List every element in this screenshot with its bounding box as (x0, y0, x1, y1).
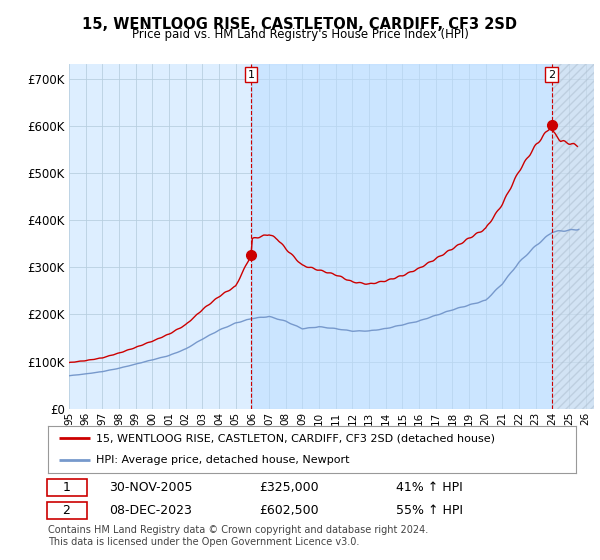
Text: 2: 2 (62, 504, 70, 517)
FancyBboxPatch shape (47, 479, 86, 496)
Text: £325,000: £325,000 (259, 481, 319, 494)
Text: 41% ↑ HPI: 41% ↑ HPI (397, 481, 463, 494)
Text: 15, WENTLOOG RISE, CASTLETON, CARDIFF, CF3 2SD: 15, WENTLOOG RISE, CASTLETON, CARDIFF, C… (83, 17, 517, 32)
Bar (551, 64, 594, 409)
Text: Price paid vs. HM Land Registry's House Price Index (HPI): Price paid vs. HM Land Registry's House … (131, 28, 469, 41)
FancyBboxPatch shape (47, 502, 86, 519)
Text: 1: 1 (62, 481, 70, 494)
Bar (251, 64, 551, 409)
Text: HPI: Average price, detached house, Newport: HPI: Average price, detached house, Newp… (95, 455, 349, 465)
Text: 1: 1 (247, 69, 254, 80)
Text: £602,500: £602,500 (259, 504, 319, 517)
Text: 2: 2 (548, 69, 555, 80)
Text: 30-NOV-2005: 30-NOV-2005 (109, 481, 192, 494)
Text: 15, WENTLOOG RISE, CASTLETON, CARDIFF, CF3 2SD (detached house): 15, WENTLOOG RISE, CASTLETON, CARDIFF, C… (95, 433, 494, 444)
Text: Contains HM Land Registry data © Crown copyright and database right 2024.
This d: Contains HM Land Registry data © Crown c… (48, 525, 428, 547)
Text: 08-DEC-2023: 08-DEC-2023 (109, 504, 191, 517)
Bar (551, 64, 594, 409)
Text: 55% ↑ HPI: 55% ↑ HPI (397, 504, 463, 517)
